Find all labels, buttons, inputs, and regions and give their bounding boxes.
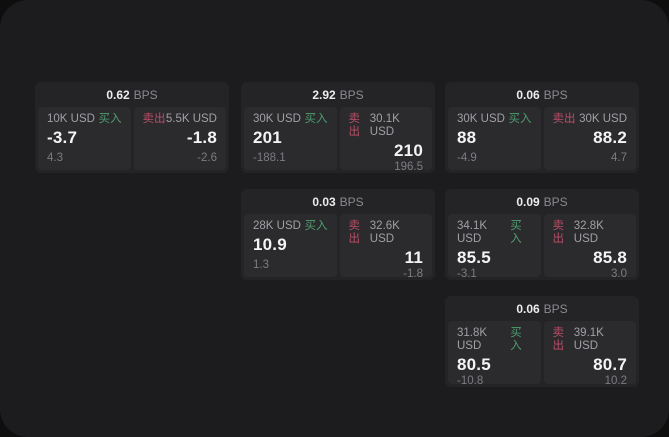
sell-panel[interactable]: 卖出 5.5K USD -1.8 -2.6 bbox=[133, 107, 226, 170]
sell-size: 39.1K USD bbox=[573, 327, 604, 352]
spread-value: 0.06 bbox=[516, 87, 540, 102]
sell-panel[interactable]: 卖出 32.8K USD 85.8 3.0 bbox=[543, 214, 636, 280]
sell-change: -2.6 bbox=[197, 152, 217, 164]
quote-card: 2.92 BPS 30K USD 买入 201 -188.1 卖出 30.1K … bbox=[241, 82, 435, 173]
quote-card: 0.06 BPS 30K USD 买入 88 -4.9 卖出 30K USD 8… bbox=[445, 82, 639, 173]
buy-price: 80.5 bbox=[457, 355, 491, 374]
buy-label: 买入 bbox=[304, 220, 328, 232]
sell-label: 卖出 bbox=[348, 113, 361, 138]
sell-price: 210 bbox=[394, 141, 423, 160]
spread-value: 0.09 bbox=[516, 194, 540, 209]
spread-header: 0.62 BPS bbox=[38, 82, 226, 107]
sell-label: 卖出 bbox=[348, 220, 361, 245]
sell-size: 30.1K USD bbox=[369, 113, 400, 138]
buy-price: 201 bbox=[253, 128, 282, 147]
sell-change: 10.2 bbox=[604, 375, 627, 387]
buy-size: 30K USD bbox=[253, 113, 301, 125]
sell-price: 11 bbox=[404, 248, 423, 267]
spread-unit: BPS bbox=[339, 194, 364, 209]
spread-value: 2.92 bbox=[312, 87, 336, 102]
sell-change: 196.5 bbox=[394, 161, 423, 173]
spread-header: 0.09 BPS bbox=[448, 189, 636, 214]
sell-label: 卖出 bbox=[552, 220, 565, 245]
buy-price: -3.7 bbox=[47, 128, 78, 147]
buy-size: 31.8K USD bbox=[457, 327, 488, 352]
spread-unit: BPS bbox=[133, 87, 158, 102]
buy-label: 买入 bbox=[304, 113, 328, 125]
spread-value: 0.62 bbox=[106, 87, 130, 102]
buy-price: 88 bbox=[457, 128, 477, 147]
spread-unit: BPS bbox=[543, 194, 568, 209]
buy-change: 4.3 bbox=[47, 152, 63, 164]
spread-value: 0.03 bbox=[312, 194, 336, 209]
quote-card: 0.03 BPS 28K USD 买入 10.9 1.3 卖出 32.6K US… bbox=[241, 189, 435, 280]
spread-unit: BPS bbox=[543, 87, 568, 102]
buy-panel[interactable]: 31.8K USD 买入 80.5 -10.8 bbox=[448, 321, 541, 387]
sell-price: 85.8 bbox=[593, 248, 627, 267]
buy-size: 30K USD bbox=[457, 113, 505, 125]
buy-price: 10.9 bbox=[253, 235, 287, 254]
buy-panel[interactable]: 28K USD 买入 10.9 1.3 bbox=[244, 214, 337, 277]
buy-change: -10.8 bbox=[457, 375, 484, 387]
buy-label: 买入 bbox=[510, 327, 522, 352]
quote-card: 0.09 BPS 34.1K USD 买入 85.5 -3.1 卖出 32.8K… bbox=[445, 189, 639, 280]
sell-change: 3.0 bbox=[611, 268, 627, 280]
sell-size: 32.8K USD bbox=[573, 220, 604, 245]
sell-size: 32.6K USD bbox=[369, 220, 400, 245]
spread-unit: BPS bbox=[543, 301, 568, 316]
sell-price: 88.2 bbox=[593, 128, 627, 147]
buy-change: 1.3 bbox=[253, 259, 269, 271]
sell-size: 5.5K USD bbox=[165, 113, 217, 125]
sell-change: -1.8 bbox=[403, 268, 423, 280]
sell-panel[interactable]: 卖出 39.1K USD 80.7 10.2 bbox=[543, 321, 636, 387]
spread-header: 0.06 BPS bbox=[448, 296, 636, 321]
buy-label: 买入 bbox=[508, 113, 532, 125]
sell-panel[interactable]: 卖出 32.6K USD 11 -1.8 bbox=[339, 214, 432, 280]
buy-panel[interactable]: 30K USD 买入 201 -188.1 bbox=[244, 107, 337, 170]
sell-price: -1.8 bbox=[186, 128, 217, 147]
sell-change: 4.7 bbox=[611, 152, 627, 164]
buy-price: 85.5 bbox=[457, 248, 491, 267]
sell-label: 卖出 bbox=[142, 113, 166, 125]
spread-header: 2.92 BPS bbox=[244, 82, 432, 107]
buy-panel[interactable]: 34.1K USD 买入 85.5 -3.1 bbox=[448, 214, 541, 280]
sell-price: 80.7 bbox=[593, 355, 627, 374]
buy-size: 28K USD bbox=[253, 220, 301, 232]
spread-header: 0.06 BPS bbox=[448, 82, 636, 107]
spread-value: 0.06 bbox=[516, 301, 540, 316]
sell-panel[interactable]: 卖出 30.1K USD 210 196.5 bbox=[339, 107, 432, 173]
buy-size: 10K USD bbox=[47, 113, 95, 125]
sell-panel[interactable]: 卖出 30K USD 88.2 4.7 bbox=[543, 107, 636, 170]
sell-label: 卖出 bbox=[552, 327, 565, 352]
sell-size: 30K USD bbox=[579, 113, 627, 125]
buy-change: -4.9 bbox=[457, 152, 477, 164]
quote-card: 0.06 BPS 31.8K USD 买入 80.5 -10.8 卖出 39.1… bbox=[445, 296, 639, 387]
quote-card: 0.62 BPS 10K USD 买入 -3.7 4.3 卖出 5.5K USD… bbox=[35, 82, 229, 173]
buy-size: 34.1K USD bbox=[457, 220, 488, 245]
buy-label: 买入 bbox=[510, 220, 522, 245]
buy-change: -188.1 bbox=[253, 152, 286, 164]
buy-panel[interactable]: 10K USD 买入 -3.7 4.3 bbox=[38, 107, 131, 170]
spread-header: 0.03 BPS bbox=[244, 189, 432, 214]
spread-unit: BPS bbox=[339, 87, 364, 102]
buy-panel[interactable]: 30K USD 买入 88 -4.9 bbox=[448, 107, 541, 170]
buy-label: 买入 bbox=[98, 113, 122, 125]
buy-change: -3.1 bbox=[457, 268, 477, 280]
sell-label: 卖出 bbox=[552, 113, 576, 125]
